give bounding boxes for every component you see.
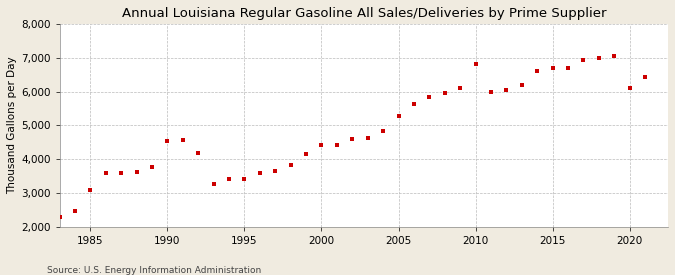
Point xyxy=(516,82,527,87)
Point xyxy=(424,95,435,100)
Point xyxy=(116,171,127,175)
Point xyxy=(270,169,281,173)
Point xyxy=(193,151,204,155)
Point xyxy=(286,163,296,167)
Point xyxy=(331,142,342,147)
Point xyxy=(624,86,635,90)
Point xyxy=(485,90,496,94)
Point xyxy=(54,215,65,219)
Point xyxy=(178,138,188,142)
Point xyxy=(162,139,173,143)
Point xyxy=(639,75,650,79)
Point xyxy=(593,56,604,60)
Point xyxy=(393,114,404,118)
Point xyxy=(562,66,573,70)
Point xyxy=(146,164,157,169)
Point xyxy=(501,87,512,92)
Point xyxy=(223,177,234,181)
Point xyxy=(362,136,373,140)
Point xyxy=(609,54,620,58)
Point xyxy=(547,66,558,70)
Y-axis label: Thousand Gallons per Day: Thousand Gallons per Day xyxy=(7,57,17,194)
Point xyxy=(470,62,481,66)
Point xyxy=(439,91,450,95)
Point xyxy=(254,171,265,175)
Point xyxy=(378,129,389,133)
Point xyxy=(85,188,96,193)
Point xyxy=(455,86,466,90)
Point xyxy=(532,69,543,73)
Point xyxy=(70,208,80,213)
Point xyxy=(101,171,111,175)
Text: Source: U.S. Energy Information Administration: Source: U.S. Energy Information Administ… xyxy=(47,266,261,275)
Point xyxy=(316,143,327,148)
Point xyxy=(347,137,358,141)
Point xyxy=(300,152,311,156)
Point xyxy=(578,57,589,62)
Point xyxy=(408,102,419,107)
Point xyxy=(209,182,219,186)
Title: Annual Louisiana Regular Gasoline All Sales/Deliveries by Prime Supplier: Annual Louisiana Regular Gasoline All Sa… xyxy=(122,7,606,20)
Point xyxy=(131,169,142,174)
Point xyxy=(239,177,250,181)
